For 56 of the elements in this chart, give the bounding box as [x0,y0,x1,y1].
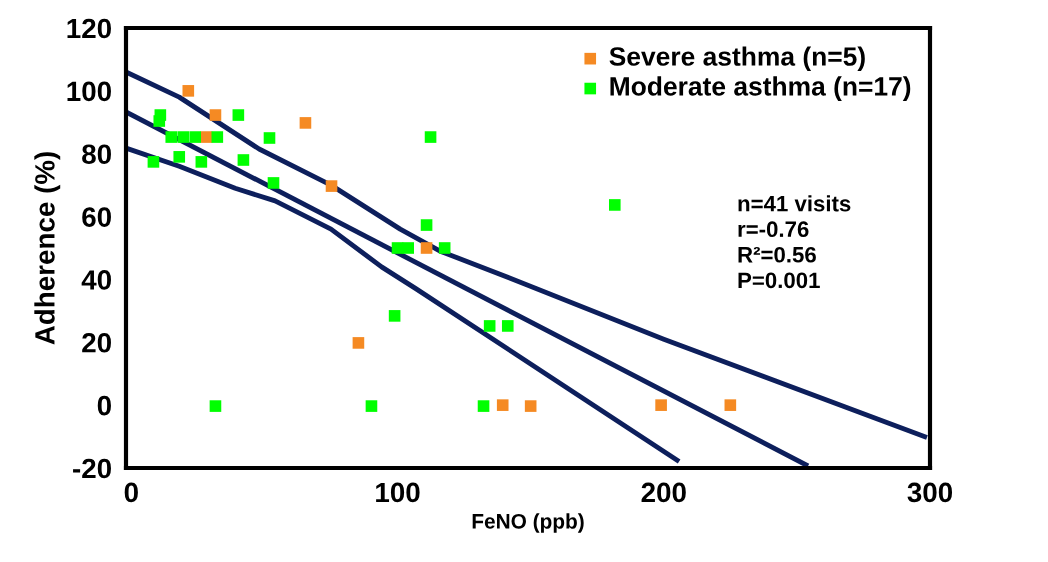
point [496,399,509,411]
point [147,156,160,168]
line-series [126,145,680,463]
point [237,154,250,166]
legend-label: Moderate asthma (n=17) [610,76,911,101]
point [477,400,490,412]
point [724,399,737,411]
point [209,109,222,121]
point [352,337,365,349]
point [524,400,537,412]
y-tick-label: 0 [97,395,111,416]
y-axis-title: Adherence (%) [34,152,61,345]
point [501,320,514,332]
point [263,132,276,144]
point [483,320,496,332]
point [438,242,451,254]
annotation: R²=0.56 [738,246,816,263]
y-tick-label: 80 [82,144,111,165]
point [177,131,190,143]
point [165,131,178,143]
point [153,115,166,127]
y-tick-label: 120 [67,18,111,39]
y-tick-label: 60 [82,207,111,227]
y-tick-label: 20 [82,332,111,353]
x-tick-label: 200 [641,482,686,503]
point [209,400,222,412]
line-series [126,69,928,439]
y-tick-label: 100 [67,81,111,102]
x-axis-title: FeNO (ppb) [472,513,584,533]
point [608,199,621,211]
point [424,131,437,143]
y-tick-label: -20 [73,458,111,479]
point [267,177,280,189]
x-tick-label: 300 [907,482,953,503]
point [420,219,433,231]
point [173,151,186,163]
x-tick-label: 0 [124,482,138,503]
point [182,85,195,97]
point [200,131,213,143]
annotation: n=41 visits [738,195,851,212]
point [211,131,224,143]
point [365,400,378,412]
point [420,242,433,254]
point [388,310,401,322]
x-tick-label: 100 [376,482,420,503]
point [655,399,667,411]
point [402,242,415,254]
legend-label: Severe asthma (n=5) [609,46,865,72]
y-tick-label: 40 [81,270,111,290]
annotation: P=0.001 [738,272,820,289]
annotation: r=-0.76 [738,221,809,238]
point [232,109,245,121]
point [325,180,338,192]
point [189,131,202,143]
point [195,156,208,168]
point [299,117,312,129]
